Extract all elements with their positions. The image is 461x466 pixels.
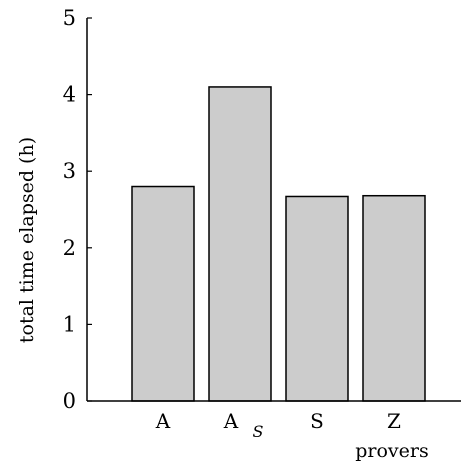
x-category-label: A: [155, 409, 171, 433]
x-category-subscript: S: [253, 422, 264, 441]
y-tick-label: 0: [63, 389, 76, 413]
bars-layer: [131, 86, 426, 402]
bar-s: [285, 195, 349, 402]
y-ticks-layer: 0 1 2 3 4 5: [63, 6, 92, 413]
bar-a-s: [208, 86, 272, 402]
bar-a: [131, 185, 195, 402]
y-tick-label: 2: [63, 236, 76, 260]
x-category-label: A: [223, 409, 239, 433]
x-category-label: Z: [387, 409, 401, 433]
x-axis-label: provers: [355, 440, 429, 462]
x-category-label: S: [310, 409, 324, 433]
y-tick-label: 4: [63, 83, 76, 107]
bar-z: [362, 194, 426, 402]
y-axis-label: total time elapsed (h): [16, 137, 38, 343]
y-tick-label: 5: [63, 6, 76, 30]
y-tick-label: 1: [63, 312, 76, 336]
y-tick-label: 3: [63, 159, 76, 183]
